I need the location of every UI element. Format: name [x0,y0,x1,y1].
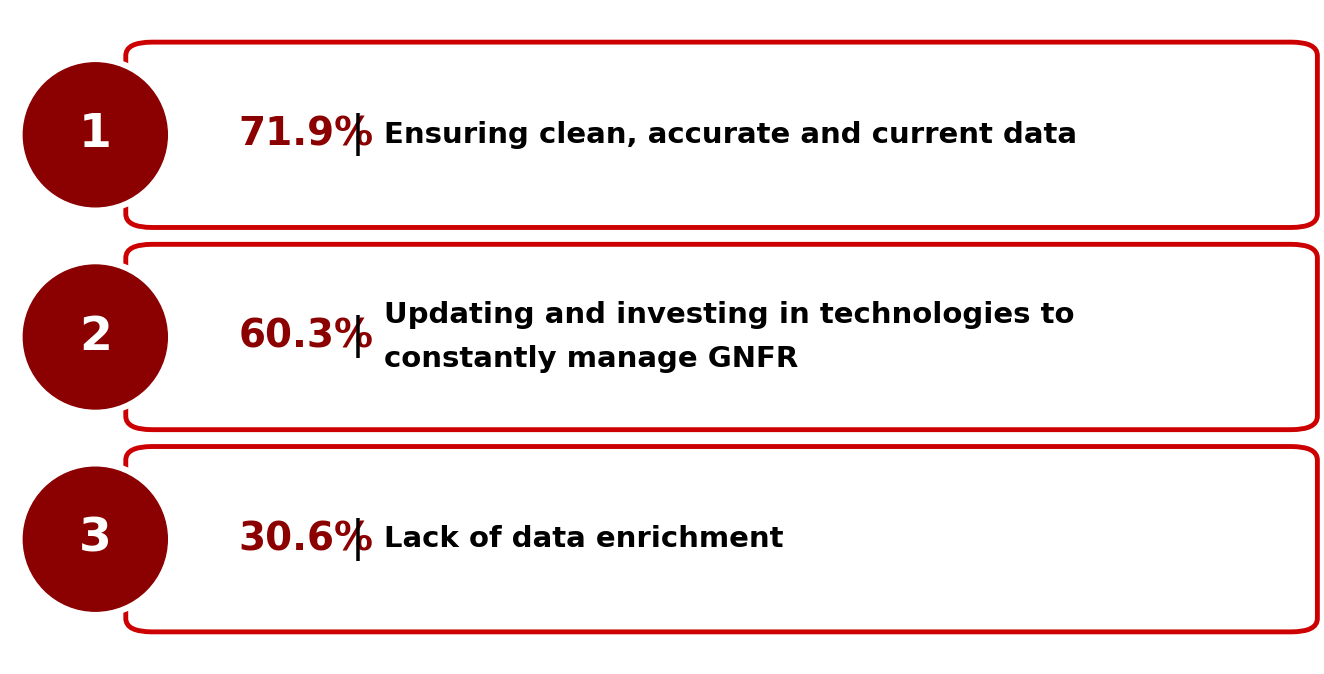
Text: 1: 1 [79,113,111,157]
Text: constantly manage GNFR: constantly manage GNFR [384,345,798,373]
Ellipse shape [24,467,167,611]
Ellipse shape [13,259,177,415]
Ellipse shape [13,57,177,212]
FancyBboxPatch shape [126,42,1317,227]
Ellipse shape [13,462,177,617]
Text: |: | [351,518,364,561]
Text: Updating and investing in technologies to: Updating and investing in technologies t… [384,301,1075,329]
Text: 60.3%: 60.3% [238,318,373,356]
Ellipse shape [24,265,167,409]
Text: 71.9%: 71.9% [238,116,373,154]
Text: |: | [351,113,364,156]
Text: Lack of data enrichment: Lack of data enrichment [384,525,784,553]
FancyBboxPatch shape [126,447,1317,632]
Text: 2: 2 [79,315,111,359]
Text: Ensuring clean, accurate and current data: Ensuring clean, accurate and current dat… [384,121,1076,149]
FancyBboxPatch shape [126,245,1317,430]
Ellipse shape [24,63,167,207]
Text: |: | [351,315,364,359]
Text: 3: 3 [79,517,111,561]
Text: 30.6%: 30.6% [238,520,373,558]
